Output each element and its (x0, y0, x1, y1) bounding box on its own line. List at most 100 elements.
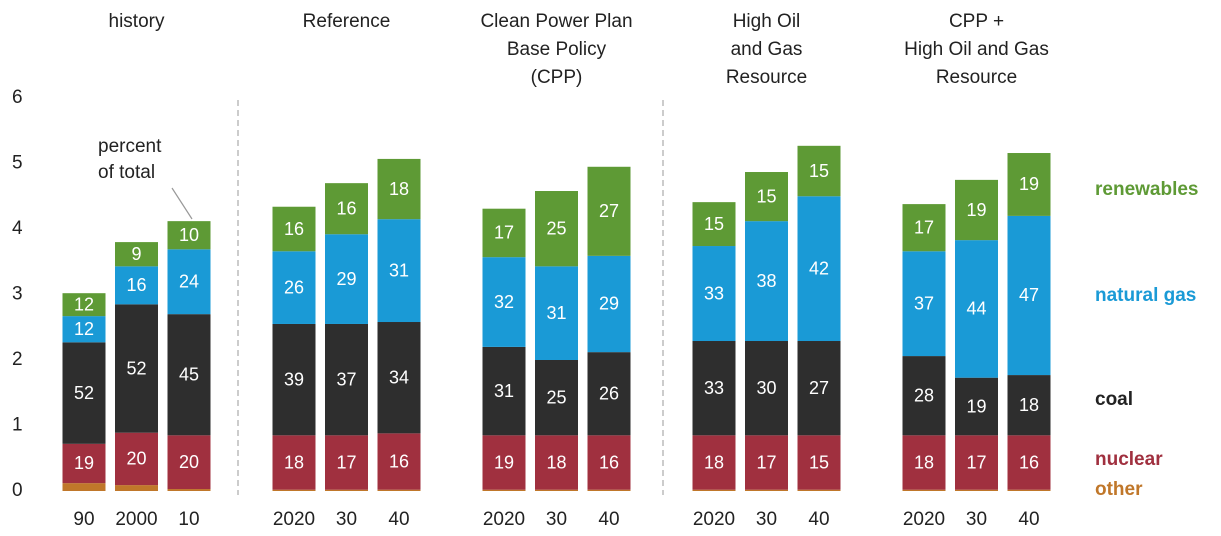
bar-segment (797, 489, 841, 491)
annotation-leader (171, 187, 193, 220)
bar-segment (482, 435, 526, 490)
percent-label: 37 (914, 293, 934, 313)
percent-label: 26 (284, 277, 304, 297)
bar-segment (115, 304, 158, 433)
x-tick-label: 40 (388, 509, 409, 530)
x-tick-label: 2020 (483, 509, 525, 530)
x-tick-label: 30 (546, 509, 567, 530)
bar-segment (62, 293, 106, 317)
x-tick-label: 40 (598, 509, 619, 530)
group-label: history (109, 11, 165, 32)
bar-segment (745, 221, 788, 342)
bar-segment (902, 435, 946, 490)
percent-label: 20 (179, 452, 199, 472)
percent-label: 30 (756, 378, 776, 398)
group-label: High Oil and Gas (904, 39, 1049, 60)
bar-segment (325, 234, 368, 324)
bar-segment (167, 489, 211, 491)
bar-segment (902, 489, 946, 491)
bar-segment (377, 219, 421, 323)
bar-segment (115, 242, 158, 267)
percent-label: 28 (914, 385, 934, 405)
percent-label: 27 (809, 378, 829, 398)
x-tick-label: 2020 (903, 509, 945, 530)
percent-label: 15 (704, 214, 724, 234)
percent-label: 16 (1019, 452, 1039, 472)
percent-label: 18 (284, 452, 304, 472)
bar-segment (745, 341, 788, 436)
bar-segment (955, 489, 998, 491)
annotation: percent (98, 136, 162, 157)
percent-label: 29 (336, 269, 356, 289)
percent-label: 38 (756, 271, 776, 291)
bar-segment (587, 255, 631, 353)
bar-segment (692, 489, 736, 491)
bar-segment (62, 342, 106, 444)
group-label: Resource (936, 67, 1017, 88)
bar-segment (272, 251, 316, 324)
bar-segment (955, 240, 998, 378)
bar-segment (325, 489, 368, 491)
group-label: (CPP) (531, 67, 583, 88)
bar-segment (535, 360, 578, 436)
bar-segment (167, 221, 211, 250)
bar-segment (535, 435, 578, 490)
percent-label: 19 (494, 452, 514, 472)
bar-segment (692, 341, 736, 436)
bar-segment (115, 432, 158, 486)
bar-segment (62, 483, 106, 491)
percent-label: 47 (1019, 285, 1039, 305)
y-tick-label: 5 (12, 153, 23, 174)
percent-label: 16 (126, 275, 146, 295)
bar-segment (955, 377, 998, 436)
percent-label: 33 (704, 378, 724, 398)
percent-label: 31 (494, 381, 514, 401)
group-label: and Gas (731, 39, 803, 60)
legend-label: other (1095, 479, 1143, 500)
percent-label: 18 (704, 452, 724, 472)
percent-label: 16 (284, 219, 304, 239)
bar-segment (115, 266, 158, 305)
bar-segment (587, 166, 631, 256)
bar-segment (272, 435, 316, 490)
percent-label: 9 (131, 244, 141, 264)
percent-label: 17 (966, 452, 986, 472)
y-tick-label: 3 (12, 284, 23, 305)
bar-segment (955, 435, 998, 490)
percent-label: 19 (966, 396, 986, 416)
group-label: High Oil (733, 11, 801, 32)
bar-segment (1007, 435, 1051, 490)
bar-segment (902, 356, 946, 436)
x-tick-label: 2000 (115, 509, 157, 530)
bar-segment (62, 316, 106, 343)
bar-segment (377, 322, 421, 434)
y-tick-label: 0 (12, 480, 23, 501)
x-tick-label: 30 (966, 509, 987, 530)
x-tick-label: 10 (178, 509, 199, 530)
bar-segment (62, 443, 106, 484)
bar-segment (167, 435, 211, 490)
percent-label: 25 (546, 387, 566, 407)
bar-segment (745, 435, 788, 490)
percent-label: 26 (599, 383, 619, 403)
legend-label: nuclear (1095, 449, 1163, 470)
bar-segment (797, 435, 841, 490)
percent-label: 34 (389, 367, 409, 387)
bar-segment (325, 183, 368, 235)
percent-label: 42 (809, 258, 829, 278)
legend-label: natural gas (1095, 285, 1196, 306)
percent-label: 15 (809, 161, 829, 181)
percent-label: 12 (74, 319, 94, 339)
legend-label: renewables (1095, 179, 1199, 200)
percent-label: 16 (336, 198, 356, 218)
percent-label: 10 (179, 225, 199, 245)
percent-label: 29 (599, 294, 619, 314)
x-tick-label: 2020 (273, 509, 315, 530)
group-label: Base Policy (507, 39, 607, 60)
bar-segment (325, 435, 368, 490)
y-tick-label: 1 (12, 415, 23, 436)
percent-label: 18 (914, 452, 934, 472)
bar-segment (692, 246, 736, 342)
bar-segment (1007, 153, 1051, 216)
